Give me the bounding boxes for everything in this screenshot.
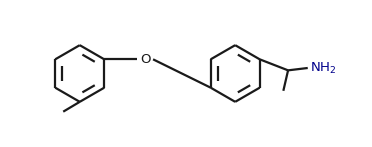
Text: NH$_2$: NH$_2$ — [310, 60, 336, 76]
Text: O: O — [140, 53, 150, 66]
